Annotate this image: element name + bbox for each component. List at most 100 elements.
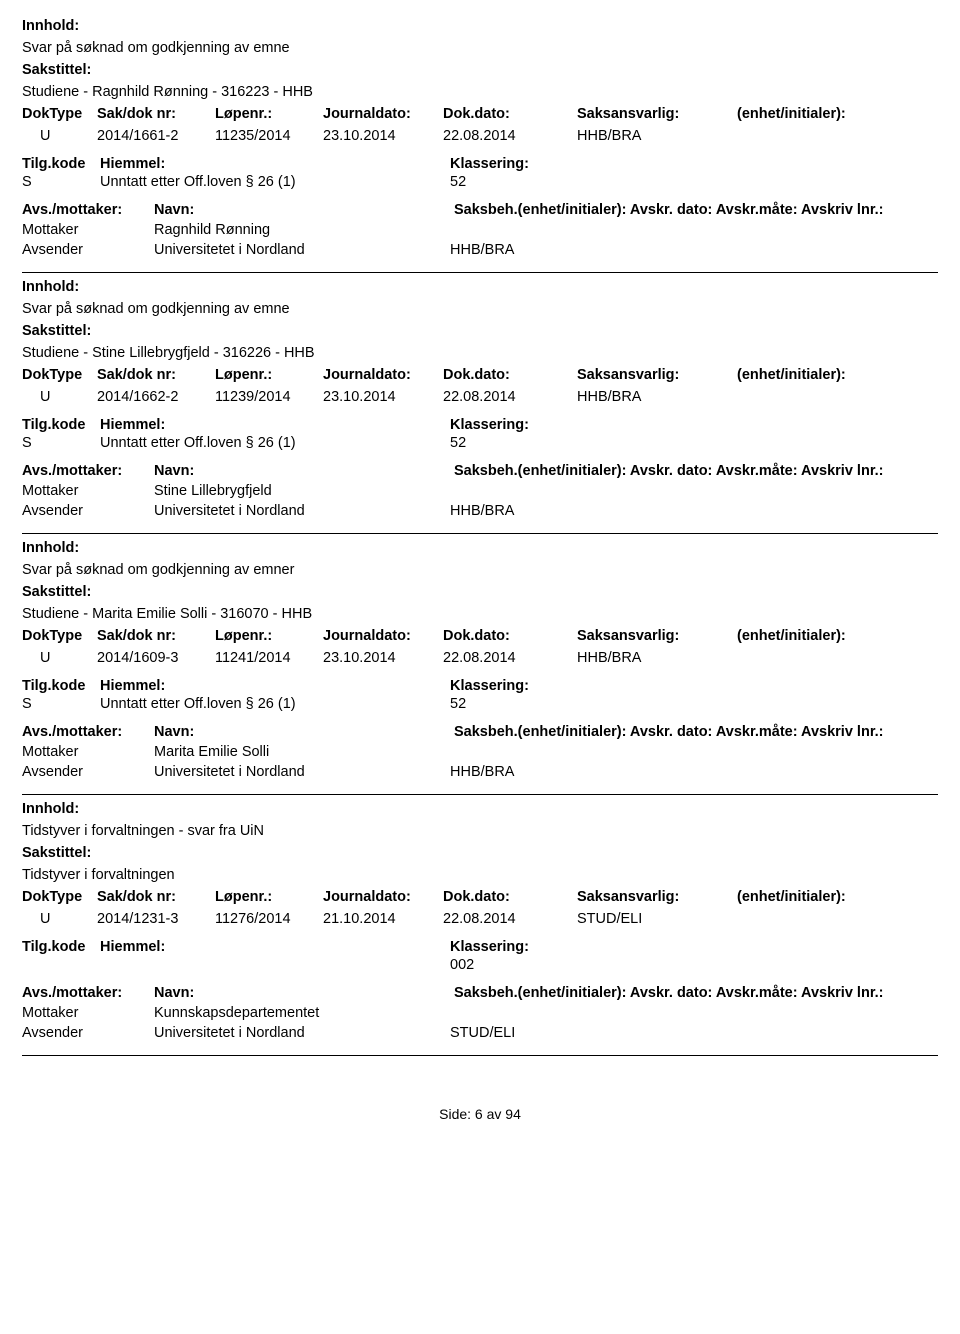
lopenr-value: 11235/2014 xyxy=(215,128,323,144)
enhet-value xyxy=(737,128,897,144)
dokdato-header: Dok.dato: xyxy=(443,367,577,383)
party-name: Stine Lillebrygfjeld xyxy=(154,483,450,499)
hiemmel-header: Hiemmel: xyxy=(100,156,450,172)
dokdato-value: 22.08.2014 xyxy=(443,128,577,144)
hiemmel-header: Hiemmel: xyxy=(100,939,450,955)
sakstittel-value: Tidstyver i forvaltningen xyxy=(22,867,938,883)
party-role: Mottaker xyxy=(22,744,154,760)
sakdok-header: Sak/dok nr: xyxy=(97,889,215,905)
avsmottaker-header: Avs./mottaker: xyxy=(22,463,154,479)
doktype-value: U xyxy=(22,389,97,405)
party-unit: HHB/BRA xyxy=(450,764,650,780)
record-divider xyxy=(22,1055,938,1056)
saksansvarlig-header: Saksansvarlig: xyxy=(577,889,737,905)
dokdato-header: Dok.dato: xyxy=(443,889,577,905)
avsmottaker-header: Avs./mottaker: xyxy=(22,202,154,218)
lopenr-value: 11239/2014 xyxy=(215,389,323,405)
party-role: Mottaker xyxy=(22,222,154,238)
sakdok-header: Sak/dok nr: xyxy=(97,367,215,383)
sakstittel-label: Sakstittel: xyxy=(22,62,938,78)
tilgkode-value xyxy=(22,957,100,973)
hiemmel-value: Unntatt etter Off.loven § 26 (1) xyxy=(100,696,450,712)
tilgkode-header: Tilg.kode xyxy=(22,678,100,694)
party-role: Avsender xyxy=(22,1025,154,1041)
record: Innhold: Svar på søknad om godkjenning av… xyxy=(22,540,938,795)
lopenr-header: Løpenr.: xyxy=(215,106,323,122)
party-unit: HHB/BRA xyxy=(450,503,650,519)
party-name: Kunnskapsdepartementet xyxy=(154,1005,450,1021)
sakdok-value: 2014/1231-3 xyxy=(97,911,215,927)
party-role: Mottaker xyxy=(22,1005,154,1021)
sakdok-value: 2014/1661-2 xyxy=(97,128,215,144)
innhold-label: Innhold: xyxy=(22,801,938,817)
navn-header: Navn: xyxy=(154,463,454,479)
klassering-header: Klassering: xyxy=(450,156,750,172)
saksansvarlig-value: STUD/ELI xyxy=(577,911,737,927)
innhold-label: Innhold: xyxy=(22,279,938,295)
hiemmel-value: Unntatt etter Off.loven § 26 (1) xyxy=(100,435,450,451)
doktype-header: DokType xyxy=(22,106,97,122)
sakdok-value: 2014/1662-2 xyxy=(97,389,215,405)
sakdok-header: Sak/dok nr: xyxy=(97,628,215,644)
saksbeh-header: Saksbeh.(enhet/initialer): Avskr. dato: … xyxy=(454,463,884,479)
party-name: Universitetet i Nordland xyxy=(154,242,450,258)
party-name: Universitetet i Nordland xyxy=(154,1025,450,1041)
record: Innhold:Tidstyver i forvaltningen - svar… xyxy=(22,801,938,1056)
tilgkode-header: Tilg.kode xyxy=(22,417,100,433)
navn-header: Navn: xyxy=(154,985,454,1001)
saksbeh-header: Saksbeh.(enhet/initialer): Avskr. dato: … xyxy=(454,985,884,1001)
enhet-value xyxy=(737,911,897,927)
enhet-header: (enhet/initialer): xyxy=(737,106,897,122)
journaldato-header: Journaldato: xyxy=(323,367,443,383)
lopenr-value: 11241/2014 xyxy=(215,650,323,666)
lopenr-header: Løpenr.: xyxy=(215,367,323,383)
hiemmel-header: Hiemmel: xyxy=(100,417,450,433)
dokdato-value: 22.08.2014 xyxy=(443,911,577,927)
enhet-value xyxy=(737,389,897,405)
journaldato-header: Journaldato: xyxy=(323,628,443,644)
innhold-label: Innhold: xyxy=(22,540,938,556)
innhold-value: Svar på søknad om godkjenning av emne xyxy=(22,40,938,56)
doktype-header: DokType xyxy=(22,889,97,905)
party-role: Avsender xyxy=(22,503,154,519)
sakdok-value: 2014/1609-3 xyxy=(97,650,215,666)
journaldato-value: 23.10.2014 xyxy=(323,650,443,666)
saksansvarlig-header: Saksansvarlig: xyxy=(577,106,737,122)
party-unit: HHB/BRA xyxy=(450,242,650,258)
tilgkode-value: S xyxy=(22,435,100,451)
dokdato-value: 22.08.2014 xyxy=(443,389,577,405)
party-role: Mottaker xyxy=(22,483,154,499)
dokdato-header: Dok.dato: xyxy=(443,628,577,644)
doktype-header: DokType xyxy=(22,628,97,644)
saksbeh-header: Saksbeh.(enhet/initialer): Avskr. dato: … xyxy=(454,202,884,218)
lopenr-header: Løpenr.: xyxy=(215,628,323,644)
party-role: Avsender xyxy=(22,242,154,258)
record: Innhold: Svar på søknad om godkjenning av… xyxy=(22,18,938,273)
party-unit xyxy=(450,483,650,499)
enhet-header: (enhet/initialer): xyxy=(737,889,897,905)
party-name: Marita Emilie Solli xyxy=(154,744,450,760)
record-divider xyxy=(22,794,938,795)
saksbeh-header: Saksbeh.(enhet/initialer): Avskr. dato: … xyxy=(454,724,884,740)
avsmottaker-header: Avs./mottaker: xyxy=(22,985,154,1001)
doktype-value: U xyxy=(22,650,97,666)
hiemmel-value: Unntatt etter Off.loven § 26 (1) xyxy=(100,174,450,190)
klassering-header: Klassering: xyxy=(450,417,750,433)
hiemmel-header: Hiemmel: xyxy=(100,678,450,694)
doktype-header: DokType xyxy=(22,367,97,383)
navn-header: Navn: xyxy=(154,202,454,218)
klassering-value: 52 xyxy=(450,435,750,451)
party-role: Avsender xyxy=(22,764,154,780)
page-footer: Side: 6 av 94 xyxy=(22,1106,938,1122)
record-divider xyxy=(22,272,938,273)
innhold-label: Innhold: xyxy=(22,18,938,34)
sakstittel-value: Studiene - Marita Emilie Solli - 316070 … xyxy=(22,606,938,622)
sakdok-header: Sak/dok nr: xyxy=(97,106,215,122)
record-divider xyxy=(22,533,938,534)
journaldato-value: 21.10.2014 xyxy=(323,911,443,927)
saksansvarlig-value: HHB/BRA xyxy=(577,650,737,666)
innhold-value: Svar på søknad om godkjenning av emner xyxy=(22,562,938,578)
sakstittel-value: Studiene - Ragnhild Rønning - 316223 - H… xyxy=(22,84,938,100)
saksansvarlig-header: Saksansvarlig: xyxy=(577,628,737,644)
enhet-value xyxy=(737,650,897,666)
